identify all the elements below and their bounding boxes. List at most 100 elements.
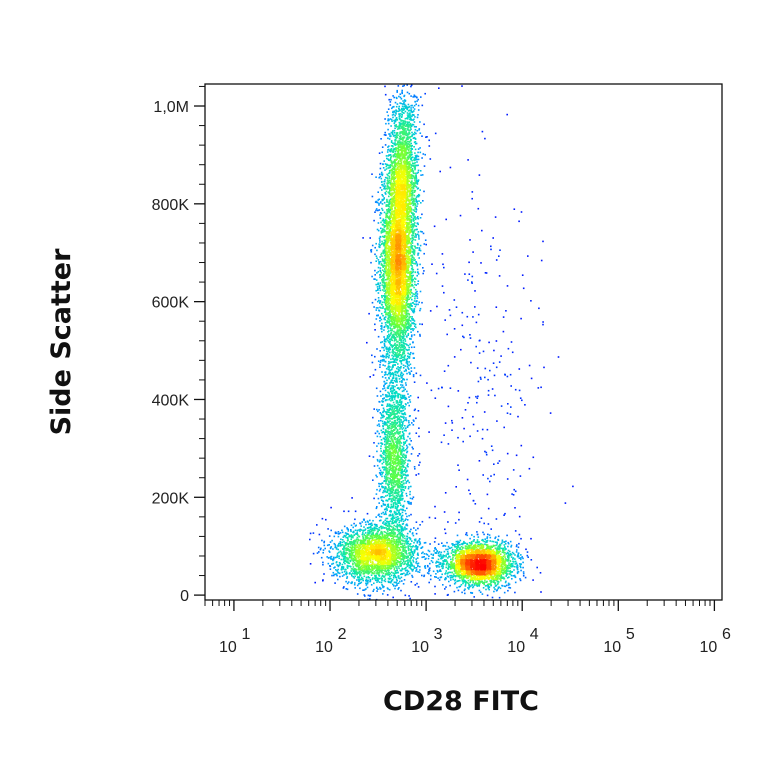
scatter-point — [380, 276, 383, 278]
scatter-point — [380, 272, 382, 274]
scatter-point — [505, 568, 508, 571]
scatter-point — [399, 577, 401, 580]
scatter-point — [394, 364, 396, 366]
scatter-point — [394, 570, 397, 573]
scatter-point — [400, 589, 402, 592]
scatter-point — [391, 410, 394, 413]
scatter-point — [415, 103, 417, 106]
scatter-point — [383, 180, 385, 183]
scatter-point — [381, 235, 384, 238]
scatter-point — [345, 573, 347, 575]
scatter-point — [383, 265, 386, 267]
scatter-point — [411, 309, 413, 311]
scatter-point — [405, 324, 408, 326]
scatter-point — [381, 296, 383, 299]
scatter-point — [379, 586, 381, 589]
scatter-point — [381, 330, 383, 333]
scatter-point — [382, 274, 384, 276]
scatter-point — [406, 112, 409, 114]
scatter-point — [417, 546, 419, 548]
scatter-point — [384, 433, 386, 436]
scatter-point — [389, 572, 392, 575]
scatter-point — [391, 397, 394, 399]
scatter-point — [388, 192, 390, 194]
scatter-point — [398, 521, 400, 524]
scatter-point — [506, 577, 509, 579]
scatter-point — [428, 550, 431, 553]
scatter-point — [388, 370, 391, 372]
scatter-point — [385, 422, 387, 424]
scatter-point — [394, 513, 397, 516]
scatter-point — [419, 189, 421, 191]
scatter-point — [352, 530, 355, 533]
scatter-point — [369, 598, 371, 600]
scatter-point — [388, 368, 390, 370]
scatter-point — [408, 114, 411, 116]
scatter-point — [458, 469, 460, 471]
scatter-point — [402, 85, 404, 87]
scatter-point — [500, 579, 502, 582]
scatter-point — [500, 355, 502, 357]
scatter-point — [379, 246, 381, 248]
scatter-point — [404, 454, 406, 457]
scatter-point — [382, 388, 384, 390]
scatter-point — [401, 543, 403, 546]
scatter-point — [410, 156, 413, 159]
scatter-point — [406, 121, 409, 123]
scatter-point — [387, 159, 390, 161]
scatter-point — [404, 569, 407, 572]
scatter-point — [389, 473, 392, 476]
scatter-point — [414, 323, 417, 326]
scatter-point — [381, 312, 383, 315]
scatter-point — [343, 534, 346, 537]
scatter-point — [390, 417, 392, 420]
scatter-point — [401, 514, 404, 517]
scatter-point — [411, 546, 414, 548]
scatter-point — [412, 209, 415, 211]
scatter-point — [471, 197, 473, 200]
scatter-point — [387, 461, 389, 463]
scatter-point — [329, 565, 332, 568]
scatter-point — [387, 174, 389, 177]
scatter-point — [385, 279, 387, 281]
scatter-point — [340, 569, 343, 571]
scatter-point — [380, 483, 382, 485]
scatter-point — [402, 351, 405, 353]
scatter-point — [389, 166, 392, 169]
scatter-point — [372, 374, 375, 376]
scatter-point — [385, 355, 388, 357]
scatter-point — [357, 571, 360, 573]
scatter-point — [388, 384, 391, 387]
scatter-point — [488, 534, 491, 536]
scatter-point — [397, 575, 400, 577]
scatter-point — [391, 336, 394, 339]
scatter-point — [404, 537, 406, 540]
scatter-point — [509, 373, 512, 376]
scatter-point — [396, 509, 398, 512]
scatter-point — [471, 584, 474, 586]
scatter-point — [398, 352, 400, 355]
scatter-point — [400, 466, 403, 468]
scatter-point — [407, 487, 410, 490]
scatter-point — [355, 570, 358, 572]
scatter-point — [379, 519, 382, 522]
scatter-point — [467, 402, 469, 404]
scatter-point — [421, 213, 423, 216]
scatter-point — [476, 540, 479, 543]
scatter-point — [398, 121, 401, 124]
scatter-point — [411, 570, 414, 572]
scatter-point — [415, 200, 417, 203]
scatter-point — [381, 475, 383, 478]
scatter-point — [400, 472, 403, 475]
scatter-point — [384, 308, 386, 311]
scatter-point — [400, 426, 402, 429]
scatter-point — [350, 582, 352, 584]
scatter-point — [385, 373, 387, 375]
scatter-point — [387, 525, 389, 527]
scatter-point — [387, 505, 390, 507]
scatter-point — [438, 554, 440, 557]
scatter-point — [323, 541, 325, 544]
scatter-point — [397, 582, 400, 584]
scatter-point — [505, 553, 508, 555]
scatter-point — [381, 404, 384, 406]
